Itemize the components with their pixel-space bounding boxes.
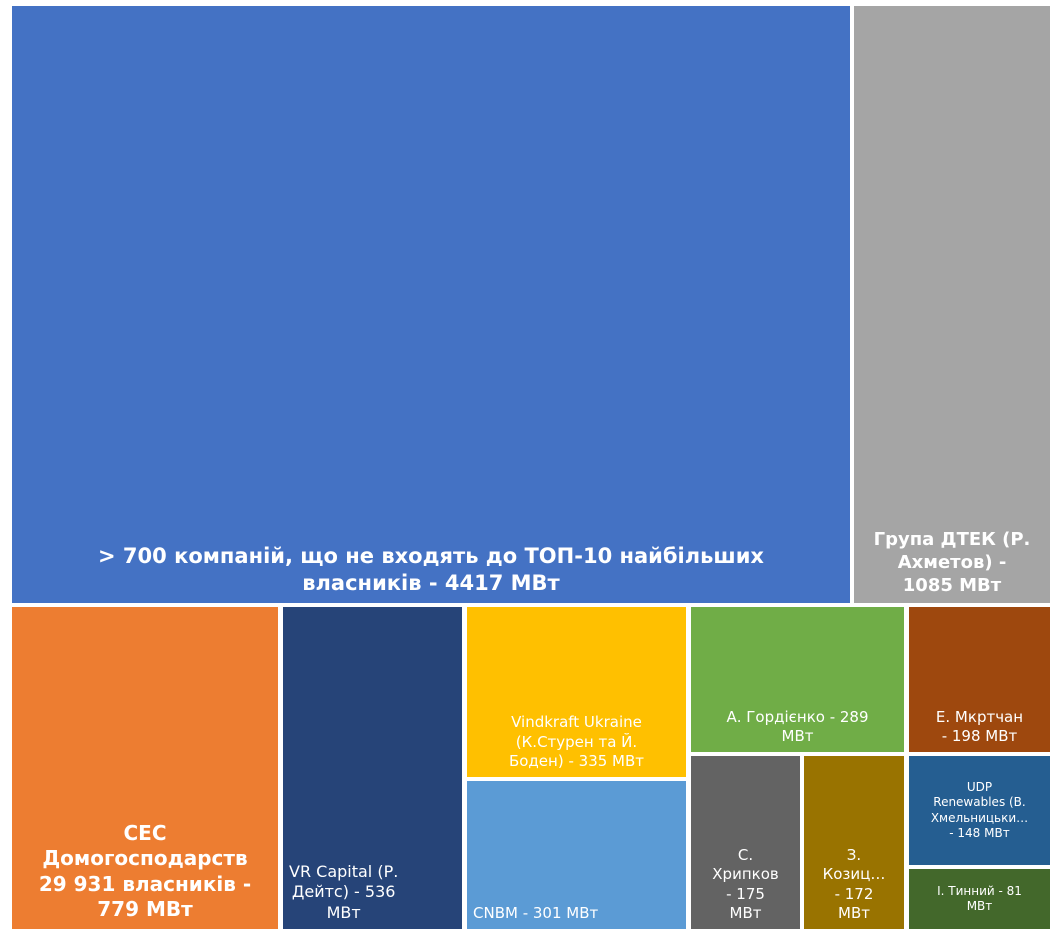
tile-household-solar: СЕС Домогосподарств 29 931 власників - 7… bbox=[12, 607, 278, 929]
tile-khrypkov: С. Хрипков - 175 МВт bbox=[691, 756, 800, 929]
tile-udp-renewables: UDP Renewables (В. Хмельницьки… - 148 МВ… bbox=[909, 756, 1050, 865]
tile-hordiienko: А. Гордієнко - 289 МВт bbox=[691, 607, 904, 752]
tile-cnbm-label: CNBM - 301 МВт bbox=[473, 903, 599, 922]
tile-vr-capital-label: VR Capital (Р. Дейтс) - 536 МВт bbox=[289, 861, 399, 922]
tile-dtek-group-label: Група ДТЕК (Р. Ахметов) - 1085 МВт bbox=[873, 528, 1031, 596]
tile-tynnyi: І. Тинний - 81 МВт bbox=[909, 869, 1050, 929]
tile-udp-renewables-label: UDP Renewables (В. Хмельницьки… - 148 МВ… bbox=[930, 779, 1029, 840]
tile-dtek-group: Група ДТЕК (Р. Ахметов) - 1085 МВт bbox=[854, 6, 1050, 603]
tile-khrypkov-label: С. Хрипков - 175 МВт bbox=[712, 846, 779, 922]
tile-kozyts: З. Козиц… - 172 МВт bbox=[804, 756, 904, 929]
tile-household-solar-label: СЕС Домогосподарств 29 931 власників - 7… bbox=[38, 820, 252, 922]
tile-vindkraft-ukraine-label: Vindkraft Ukraine (К.Стурен та Й. Боден)… bbox=[508, 713, 645, 770]
tile-vr-capital: VR Capital (Р. Дейтс) - 536 МВт bbox=[283, 607, 462, 929]
tile-tynnyi-label: І. Тинний - 81 МВт bbox=[937, 883, 1022, 913]
tile-mkrtchan-label: Е. Мкртчан - 198 МВт bbox=[935, 707, 1024, 745]
tile-non-top10-companies-label: > 700 компаній, що не входять до ТОП-10 … bbox=[98, 544, 764, 596]
tile-non-top10-companies: > 700 компаній, що не входять до ТОП-10 … bbox=[12, 6, 850, 603]
tile-cnbm: CNBM - 301 МВт bbox=[467, 781, 686, 929]
tile-kozyts-label: З. Козиц… - 172 МВт bbox=[822, 846, 886, 922]
tile-hordiienko-label: А. Гордієнко - 289 МВт bbox=[726, 707, 869, 745]
tile-mkrtchan: Е. Мкртчан - 198 МВт bbox=[909, 607, 1050, 752]
tile-vindkraft-ukraine: Vindkraft Ukraine (К.Стурен та Й. Боден)… bbox=[467, 607, 686, 777]
